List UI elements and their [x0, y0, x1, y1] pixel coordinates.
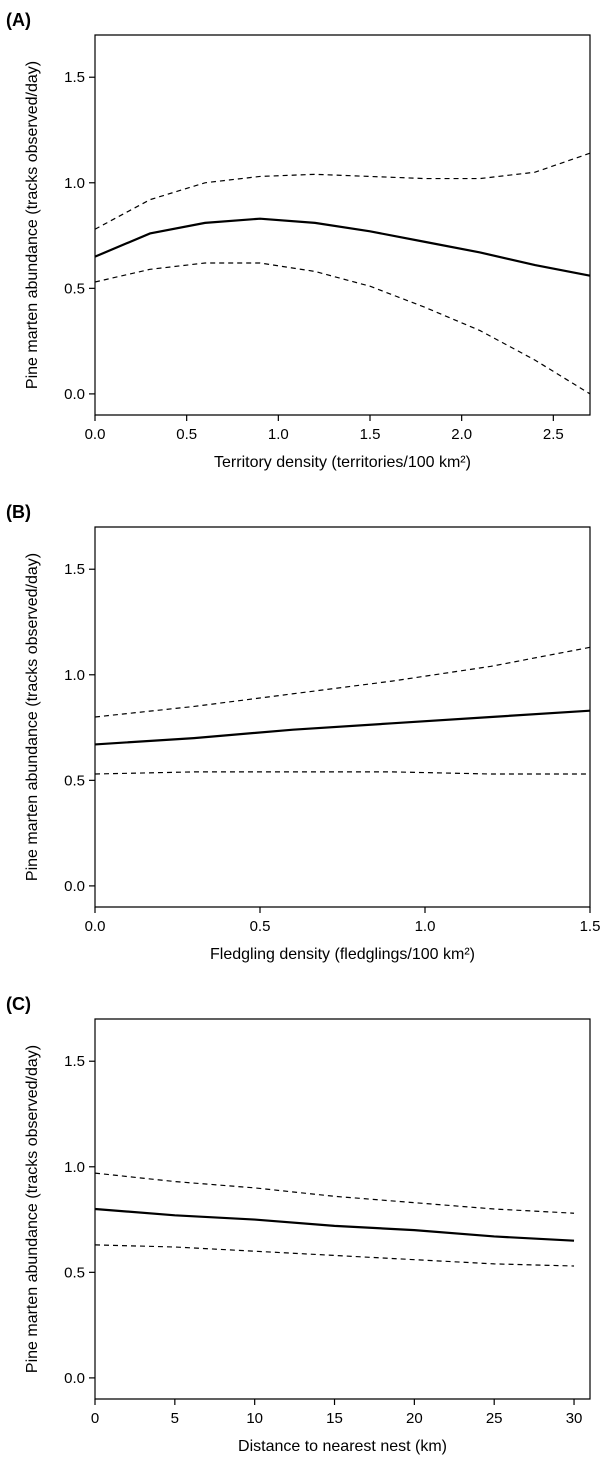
x-tick-label: 0.5	[250, 918, 271, 935]
x-tick-label: 5	[171, 1410, 179, 1427]
panel-label-c: (C)	[6, 994, 31, 1015]
x-tick-label: 1.0	[415, 918, 436, 935]
x-tick-label: 2.5	[543, 426, 564, 443]
x-tick-label: 0.0	[85, 426, 106, 443]
x-axis-title: Territory density (territories/100 km²)	[214, 454, 471, 471]
panel-c: (C) 0 5 10 15 20 25 30 0.0 0.5 1.0 1.5 Distance to n…	[0, 984, 614, 1476]
ci-upper-line	[95, 153, 590, 229]
y-tick-label: 0.5	[64, 772, 85, 789]
y-tick-label: 0.0	[64, 878, 85, 895]
y-axis-title: Pine marten abundance (tracks observed/d…	[24, 1045, 41, 1373]
y-tick-label: 1.5	[64, 1053, 85, 1070]
panel-a: (A) 0.0 0.5 1.0 1.5 2.0 2.5 0.0 0.5 1.0 1.5 Territo…	[0, 0, 614, 492]
y-tick-label: 1.5	[64, 69, 85, 86]
y-tick-label: 1.5	[64, 561, 85, 578]
x-tick-label: 0.5	[176, 426, 197, 443]
y-tick-label: 1.0	[64, 175, 85, 192]
chart-b: 0.0 0.5 1.0 1.5 0.0 0.5 1.0 1.5 Fledgling densit…	[0, 492, 614, 984]
y-tick-label: 1.0	[64, 1159, 85, 1176]
y-tick-label: 0.0	[64, 386, 85, 403]
ci-lower-line	[95, 772, 590, 774]
x-axis-title: Fledgling density (fledglings/100 km²)	[210, 946, 475, 963]
y-axis-title: Pine marten abundance (tracks observed/d…	[24, 553, 41, 881]
x-tick-label: 1.5	[360, 426, 381, 443]
ci-upper-line	[95, 1173, 574, 1213]
y-tick-label: 0.0	[64, 1370, 85, 1387]
panel-label-b: (B)	[6, 502, 31, 523]
x-tick-label: 0.0	[85, 918, 106, 935]
panel-b: (B) 0.0 0.5 1.0 1.5 0.0 0.5 1.0 1.5 Fledgling den…	[0, 492, 614, 984]
x-tick-label: 10	[246, 1410, 263, 1427]
x-tick-label: 0	[91, 1410, 99, 1427]
y-axis-title: Pine marten abundance (tracks observed/d…	[24, 61, 41, 389]
y-tick-label: 0.5	[64, 1264, 85, 1281]
y-tick-label: 1.0	[64, 667, 85, 684]
mean-line	[95, 1209, 574, 1241]
x-tick-label: 15	[326, 1410, 343, 1427]
x-tick-label: 25	[486, 1410, 503, 1427]
chart-a: 0.0 0.5 1.0 1.5 2.0 2.5 0.0 0.5 1.0 1.5 Territory …	[0, 0, 614, 492]
x-tick-label: 30	[566, 1410, 583, 1427]
ci-upper-line	[95, 647, 590, 717]
mean-line	[95, 711, 590, 745]
x-axis-title: Distance to nearest nest (km)	[238, 1438, 447, 1455]
x-tick-label: 1.0	[268, 426, 289, 443]
x-tick-label: 20	[406, 1410, 423, 1427]
ci-lower-line	[95, 1245, 574, 1266]
x-tick-label: 1.5	[580, 918, 601, 935]
panel-label-a: (A)	[6, 10, 31, 31]
chart-c: 0 5 10 15 20 25 30 0.0 0.5 1.0 1.5 Distance to near…	[0, 984, 614, 1476]
y-tick-label: 0.5	[64, 280, 85, 297]
x-tick-label: 2.0	[451, 426, 472, 443]
ci-lower-line	[95, 263, 590, 394]
figure: (A) 0.0 0.5 1.0 1.5 2.0 2.5 0.0 0.5 1.0 1.5 Territo…	[0, 0, 614, 1476]
